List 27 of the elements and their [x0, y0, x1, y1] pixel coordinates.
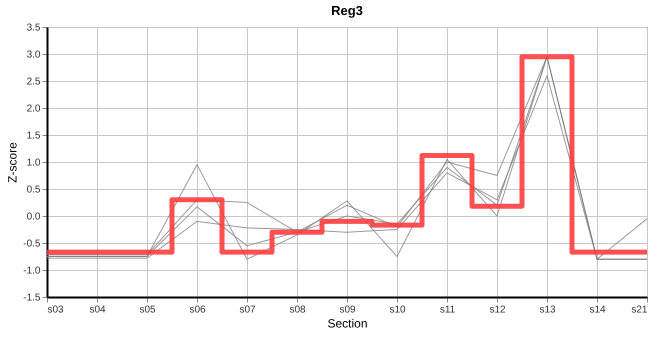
x-tick-label: s04	[89, 304, 106, 316]
y-tick-label: -1.5	[23, 292, 41, 304]
x-tick-label: s03	[48, 304, 64, 316]
x-tick-label: s07	[239, 304, 256, 316]
x-tick-label: s05	[139, 304, 156, 316]
y-tick-label: 2.5	[26, 76, 41, 88]
x-tick-label: s06	[189, 304, 206, 316]
y-tick-label: 3.0	[26, 50, 41, 60]
x-tick-label: s10	[389, 304, 406, 316]
y-tick-label: 0.0	[26, 212, 41, 222]
y-tick-label: -0.5	[23, 238, 41, 250]
y-tick-label: 1.5	[26, 130, 41, 142]
y-tick-label: 1.0	[26, 158, 41, 168]
y-tick-label: 0.5	[26, 184, 41, 196]
y-tick-label: 2.0	[26, 104, 41, 114]
x-tick-label: s13	[539, 304, 556, 316]
x-tick-label: s14	[589, 304, 606, 316]
y-tick-label: 3.5	[26, 22, 41, 34]
y-axis-title: Z-score	[5, 142, 20, 183]
y-tick-label: -1.0	[23, 266, 41, 276]
x-tick-label: s09	[339, 304, 356, 316]
x-tick-label: s08	[289, 304, 306, 316]
x-tick-label: s21	[631, 304, 648, 316]
chart-title: Reg3	[331, 3, 363, 18]
x-tick-label: s11	[440, 304, 456, 316]
x-axis-title: Section	[327, 316, 368, 330]
x-tick-label: s12	[489, 304, 506, 316]
